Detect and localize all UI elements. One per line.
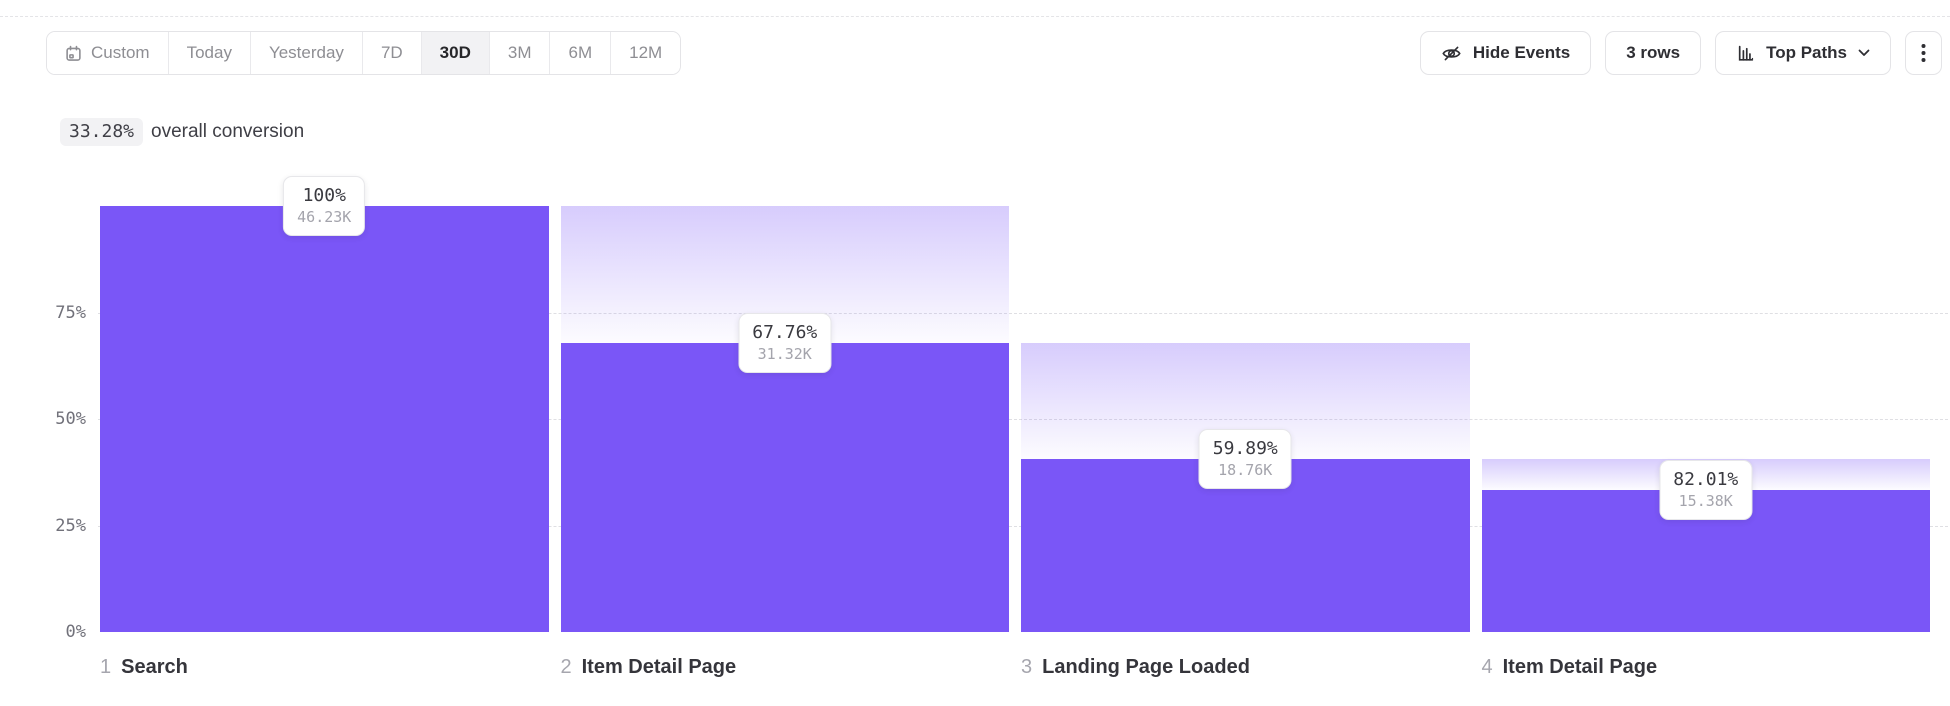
- bar-chart-icon: [1736, 44, 1755, 63]
- toolbar: Custom Today Yesterday 7D 30D 3M 6M 12M Hide Ev…: [46, 31, 1942, 75]
- date-range-option-12m[interactable]: 12M: [610, 32, 681, 74]
- overall-conversion-label: overall conversion: [151, 121, 305, 142]
- date-range-option-label: Today: [186, 43, 232, 62]
- step-label: 4 Item Detail Page: [1482, 656, 1658, 679]
- date-range-option-label: 12M: [629, 43, 663, 62]
- conversion-percent: 67.76%: [752, 322, 818, 344]
- step-event-name: Landing Page Loaded: [1042, 656, 1250, 678]
- step-label: 1 Search: [100, 656, 188, 679]
- date-range-option-label: 7D: [380, 43, 403, 62]
- date-range-option-label: 3M: [507, 43, 532, 62]
- step-number: 3: [1021, 656, 1033, 678]
- date-range-option-label: Yesterday: [268, 43, 344, 62]
- date-range-option-6m[interactable]: 6M: [549, 32, 611, 74]
- conversion-count: 31.32K: [757, 345, 812, 364]
- overall-conversion-value: 33.28%: [60, 118, 144, 146]
- more-options-button[interactable]: [1905, 31, 1942, 75]
- conversion-count: 18.76K: [1218, 461, 1273, 480]
- date-range-option-7d[interactable]: 7D: [361, 32, 421, 74]
- date-range-option-custom[interactable]: Custom: [47, 32, 168, 74]
- kebab-menu-icon: [1921, 43, 1926, 63]
- hide-events-label: Hide Events: [1472, 43, 1571, 62]
- hide-events-button[interactable]: Hide Events: [1419, 31, 1592, 75]
- step-label: 3 Landing Page Loaded: [1021, 656, 1250, 679]
- step-event-name: Item Detail Page: [581, 656, 737, 678]
- rows-label: 3 rows: [1626, 43, 1681, 62]
- date-range-option-yesterday[interactable]: Yesterday: [249, 32, 362, 74]
- y-axis-label: 0%: [65, 622, 86, 642]
- date-range-option-label: 6M: [568, 43, 593, 62]
- funnel-bar[interactable]: [560, 343, 1009, 632]
- y-axis-label: 75%: [55, 302, 86, 323]
- step-event-name: Item Detail Page: [1502, 656, 1658, 678]
- date-range-option-label: Custom: [91, 43, 150, 62]
- gridline: [98, 312, 1948, 314]
- step-event-name: Search: [121, 656, 188, 678]
- section-top-divider: [0, 16, 1950, 17]
- step-number: 4: [1481, 656, 1493, 678]
- date-range-option-today[interactable]: Today: [167, 32, 250, 74]
- y-axis-label: 25%: [55, 515, 86, 536]
- step-number: 2: [560, 656, 572, 678]
- rows-button[interactable]: 3 rows: [1605, 31, 1702, 75]
- funnel-bar[interactable]: [100, 206, 549, 632]
- date-range-selector: Custom Today Yesterday 7D 30D 3M 6M 12M: [46, 31, 682, 75]
- top-paths-dropdown[interactable]: Top Paths: [1715, 31, 1891, 75]
- conversion-percent: 82.01%: [1673, 469, 1739, 491]
- step-number: 1: [100, 656, 112, 678]
- conversion-percent: 59.89%: [1212, 438, 1278, 460]
- gridline: [98, 419, 1948, 420]
- calendar-icon: [65, 45, 82, 62]
- chevron-down-icon: [1858, 49, 1870, 57]
- conversion-count: 15.38K: [1678, 492, 1733, 511]
- bar-value-tooltip: 82.01% 15.38K: [1659, 460, 1753, 521]
- bar-value-tooltip: 67.76% 31.32K: [738, 313, 832, 374]
- step-label: 2 Item Detail Page: [561, 656, 737, 679]
- top-paths-label: Top Paths: [1766, 43, 1847, 62]
- conversion-count: 46.23K: [297, 208, 352, 226]
- eye-off-icon: [1441, 43, 1462, 64]
- conversion-percent: 100%: [302, 185, 346, 206]
- date-range-option-3m[interactable]: 3M: [488, 32, 550, 74]
- bar-value-tooltip: 100% 46.23K: [283, 176, 366, 236]
- bar-value-tooltip: 59.89% 18.76K: [1198, 429, 1292, 490]
- date-range-option-30d[interactable]: 30D: [420, 32, 489, 74]
- toolbar-right: Hide Events 3 rows Top Paths: [1419, 31, 1942, 75]
- overall-conversion-summary: 33.28% overall conversion: [60, 118, 304, 146]
- date-range-option-label: 30D: [439, 43, 471, 62]
- y-axis-label: 50%: [55, 409, 86, 429]
